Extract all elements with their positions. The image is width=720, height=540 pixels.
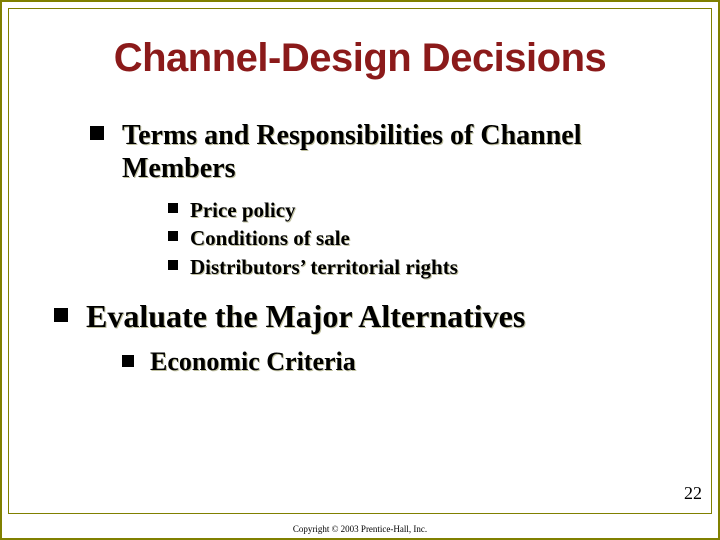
level2-group: Price policy Conditions of sale Distribu… (84, 197, 678, 280)
square-bullet-icon (168, 203, 178, 213)
page-number: 22 (684, 483, 702, 504)
level1-text: Terms and Responsibilities of Channel Me… (122, 119, 678, 185)
bullet-level2-economic: Economic Criteria (120, 347, 678, 377)
square-bullet-icon (54, 308, 68, 322)
bullet-level2: Conditions of sale (164, 225, 678, 251)
sub-eval-text: Economic Criteria (150, 347, 678, 377)
bullet-level2: Distributors’ territorial rights (164, 254, 678, 280)
square-bullet-icon (168, 260, 178, 270)
level2-text: Conditions of sale (190, 225, 678, 251)
square-bullet-icon (168, 231, 178, 241)
bullet-level2: Price policy (164, 197, 678, 223)
copyright-text: Copyright © 2003 Prentice-Hall, Inc. (2, 524, 718, 534)
bullet-level1-terms: Terms and Responsibilities of Channel Me… (84, 119, 678, 185)
square-bullet-icon (122, 355, 134, 367)
level2-text: Distributors’ territorial rights (190, 254, 678, 280)
evaluate-text: Evaluate the Major Alternatives (86, 298, 678, 335)
level2-text: Price policy (190, 197, 678, 223)
square-bullet-icon (90, 126, 104, 140)
bullet-level1-evaluate: Evaluate the Major Alternatives (54, 298, 678, 335)
slide-frame: Channel-Design Decisions Terms and Respo… (0, 0, 720, 540)
